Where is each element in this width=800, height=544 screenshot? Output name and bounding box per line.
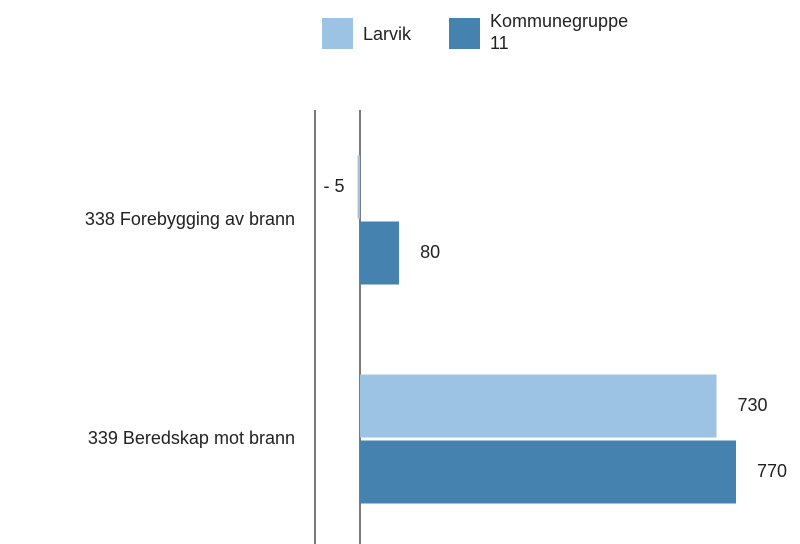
legend-item: Kommunegruppe 11 [449,10,629,54]
category-label: 339 Beredskap mot brann [88,428,295,448]
legend-swatch [449,18,480,49]
bar [357,155,360,219]
value-label: - 5 [324,176,345,196]
legend-label: Kommunegruppe 11 [490,11,629,53]
legend-swatch [322,18,353,49]
value-label: 80 [420,242,440,262]
legend-label: Larvik [363,24,412,44]
value-label: 730 [737,395,767,415]
category-label: 338 Forebygging av brann [85,209,295,229]
bar [360,221,400,285]
value-label: 770 [757,461,787,481]
bar [360,440,736,504]
legend-item: Larvik [322,10,411,49]
bar [360,374,717,438]
